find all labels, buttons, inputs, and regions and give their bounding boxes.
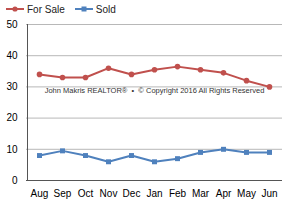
svg-text:Apr: Apr xyxy=(216,188,232,199)
svg-text:Jun: Jun xyxy=(261,188,277,199)
html-text:Sold: Sold xyxy=(95,3,116,15)
svg-text:0: 0 xyxy=(12,175,18,186)
svg-text:40: 40 xyxy=(6,50,18,61)
svg-text:Dec: Dec xyxy=(123,188,141,199)
svg-text:Feb: Feb xyxy=(169,188,187,199)
svg-text:Mar: Mar xyxy=(192,188,210,199)
svg-text:John Makris REALTOR® • © Cop: John Makris REALTOR® • © Copyright 2016 … xyxy=(45,86,265,95)
svg-text:Nov: Nov xyxy=(100,188,118,199)
svg-text:Sep: Sep xyxy=(54,188,72,199)
html-text:For Sale: For Sale xyxy=(27,3,65,15)
svg-text:30: 30 xyxy=(6,81,18,92)
svg-text:10: 10 xyxy=(6,144,18,155)
svg-text:Jan: Jan xyxy=(146,188,162,199)
svg-text:Aug: Aug xyxy=(31,188,49,199)
svg-text:May: May xyxy=(237,188,256,199)
svg-text:50: 50 xyxy=(6,19,18,30)
svg-text:20: 20 xyxy=(6,112,18,123)
svg-text:Oct: Oct xyxy=(78,188,94,199)
